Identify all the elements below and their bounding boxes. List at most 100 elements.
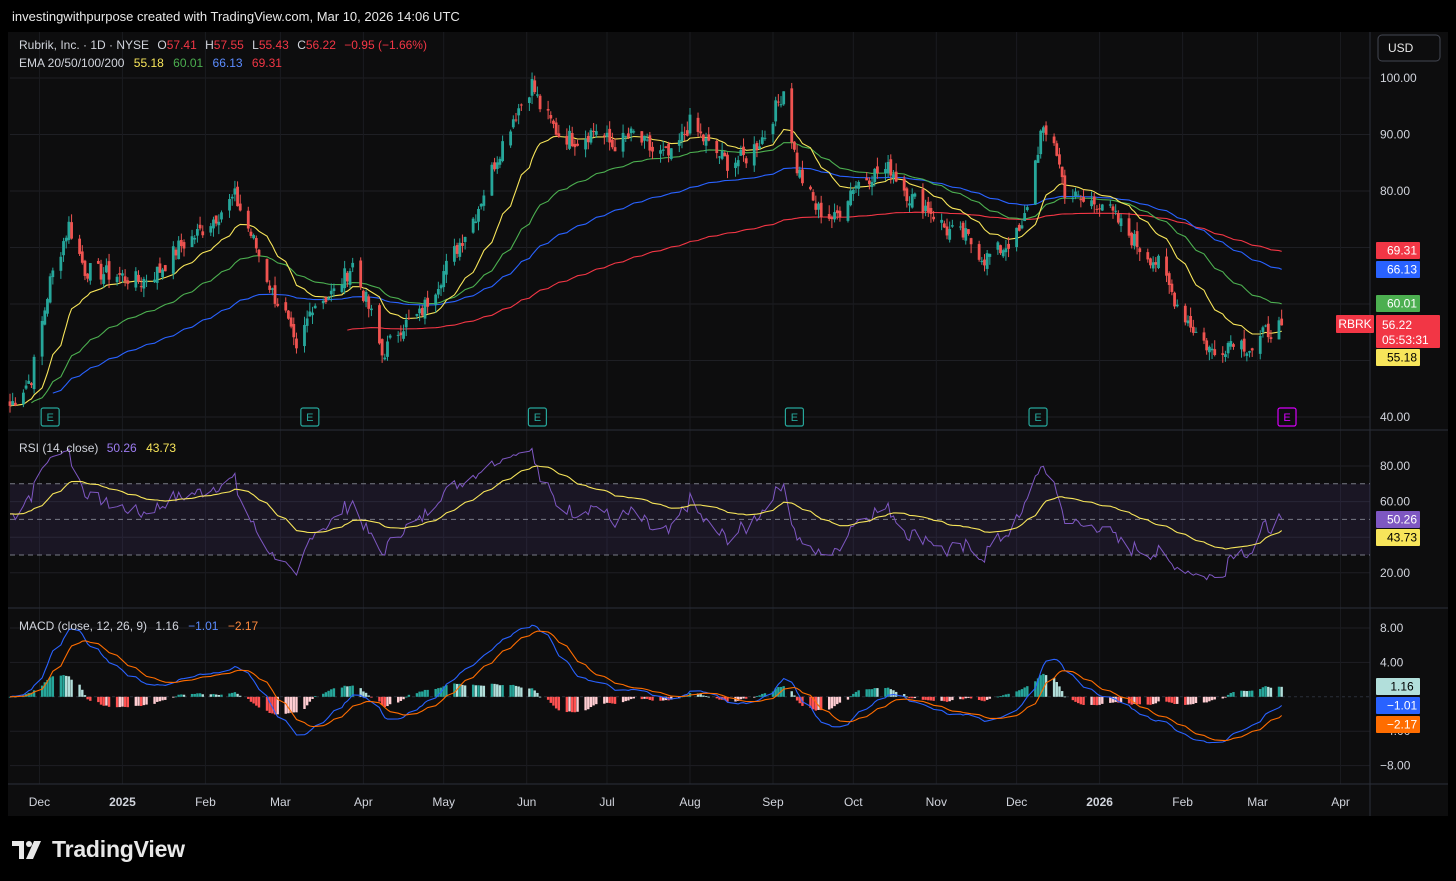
candle-body [289, 317, 293, 327]
legend-macd-line: −1.01 [188, 619, 219, 633]
candle-body [378, 305, 381, 344]
macd-histogram-bar [621, 696, 625, 703]
macd-histogram-bar [1023, 687, 1026, 697]
macd-histogram-bar [86, 696, 89, 700]
macd-histogram-bar [554, 696, 558, 709]
macd-histogram-bar [905, 696, 909, 698]
macd-histogram-bar [231, 692, 234, 697]
candle-body [479, 203, 483, 207]
macd-histogram-bar [546, 696, 550, 700]
candle-body [664, 146, 668, 148]
candle-body [527, 97, 531, 103]
macd-histogram-bar [536, 692, 539, 697]
candle-body [985, 253, 989, 269]
macd-histogram-bar [629, 696, 633, 700]
candle-body [1232, 344, 1235, 347]
candle-body [217, 221, 221, 226]
currency-button[interactable]: USD [1377, 34, 1441, 62]
macd-histogram-bar [292, 696, 295, 713]
macd-histogram-bar [913, 696, 917, 699]
rsi-axis-label: 80.00 [1380, 459, 1410, 473]
candle-body [718, 156, 721, 158]
candle-body [817, 203, 820, 210]
candle-body [498, 158, 502, 165]
candle-body [254, 238, 258, 249]
candle-body [463, 236, 467, 243]
chart-svg[interactable]: E E E E E E 100.00 90.00 80.00 40.00 80.00 60.00 20… [8, 32, 1448, 816]
candle-body [640, 131, 644, 143]
macd-histogram-bar [894, 691, 898, 697]
time-axis-label: Dec [1006, 795, 1027, 809]
macd-histogram-bar [608, 696, 611, 704]
macd-histogram-bar [857, 690, 860, 697]
macd-histogram-bar [1098, 696, 1101, 705]
candle-body [627, 133, 630, 138]
candle-body [546, 109, 550, 111]
candle-body [1277, 320, 1281, 340]
macd-histogram-bar [517, 686, 520, 697]
macd-histogram-bar [627, 696, 630, 701]
macd-histogram-bar [707, 696, 710, 698]
macd-histogram-bar [702, 695, 705, 697]
macd-histogram-bar [386, 696, 389, 707]
macd-histogram-bar [838, 696, 842, 703]
candle-body [238, 203, 242, 211]
candle-body [292, 323, 296, 338]
badge-rsi: 50.26 [1387, 513, 1417, 527]
pane-separators [8, 32, 1448, 816]
macd-histogram-bar [1004, 694, 1008, 697]
candle-body [1165, 256, 1168, 276]
candle-body [950, 225, 954, 227]
macd-histogram-bar [437, 688, 440, 697]
candle-body [576, 143, 579, 146]
macd-histogram-bar [70, 679, 73, 697]
badge-macd-bg [1376, 697, 1420, 714]
candle-body [420, 307, 424, 316]
macd-histogram-bar [65, 675, 68, 697]
candle-body [602, 135, 606, 137]
macd-histogram-bar [461, 684, 464, 697]
candle-body [126, 280, 130, 284]
candle-body [610, 139, 614, 148]
macd-histogram-bar [370, 696, 373, 698]
macd-histogram-bar [632, 696, 635, 699]
macd-histogram-bar [346, 686, 349, 697]
candle-body [64, 237, 68, 242]
macd-histogram-bar [1226, 694, 1230, 697]
macd-histogram-bar [921, 696, 925, 700]
candle-body [142, 278, 146, 289]
macd-histogram-bar [305, 696, 309, 706]
macd-histogram-bar [514, 685, 518, 697]
macd-histogram-bar [1127, 696, 1131, 704]
candle-body [453, 246, 456, 262]
candle-body [303, 324, 306, 347]
candle-body [327, 297, 330, 300]
macd-histogram-bar [1224, 696, 1227, 698]
tradingview-logo[interactable]: TradingView [12, 836, 185, 863]
macd-histogram-bar [988, 696, 992, 699]
chart-area[interactable]: E E E E E E 100.00 90.00 80.00 40.00 80.00 60.00 20… [8, 32, 1448, 816]
candle-body [645, 139, 649, 141]
candle-body [220, 212, 223, 220]
macd-histogram-bar [782, 686, 785, 697]
macd-histogram-bar [482, 685, 486, 697]
macd-histogram-bar [287, 696, 290, 714]
candle-body [228, 199, 231, 211]
macd-histogram-bar [624, 696, 627, 702]
candle-body [383, 357, 387, 360]
candle-body [102, 274, 106, 284]
earnings-marker-label: E [534, 412, 541, 424]
candle-body [1127, 218, 1131, 236]
macd-histogram-bar [118, 696, 121, 708]
candle-body [158, 263, 162, 273]
macd-histogram-bar [193, 693, 196, 697]
badge-ema20-bg [1376, 349, 1420, 366]
candle-body [418, 308, 422, 314]
candle-body [1079, 198, 1083, 201]
candle-body [760, 137, 764, 144]
macd-histogram-bar [959, 696, 962, 700]
candle-body [977, 244, 981, 260]
candle-body [763, 137, 767, 139]
candle-body [40, 320, 44, 357]
